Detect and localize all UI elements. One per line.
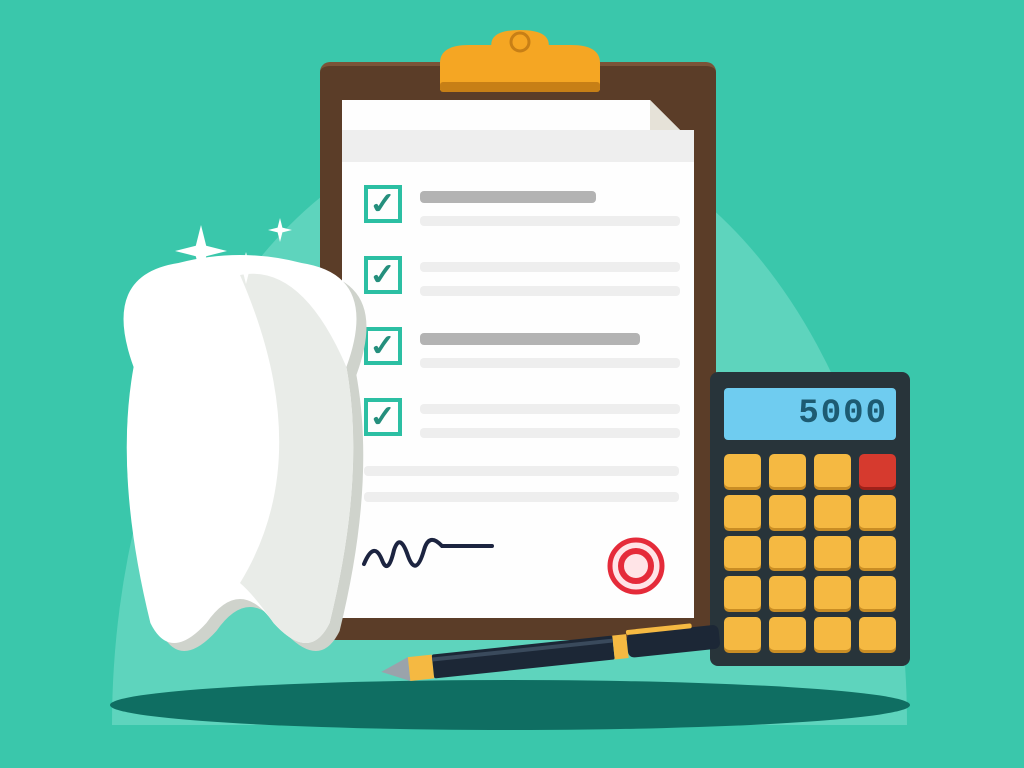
- pen-icon: [0, 0, 1024, 768]
- dental-infographic: ✓✓✓✓ 5000: [0, 0, 1024, 768]
